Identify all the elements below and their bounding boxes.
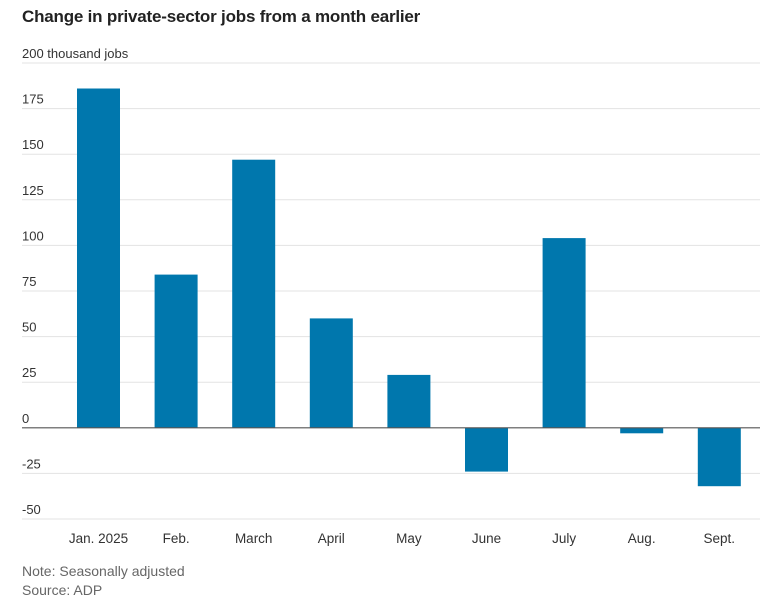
- bar-1: [77, 88, 120, 428]
- bar-5: [387, 374, 431, 428]
- bar-7: [542, 238, 586, 428]
- x-tick-label: Aug.: [628, 531, 656, 546]
- x-tick-label: July: [552, 531, 576, 546]
- y-axis-ticks: 200 thousand jobs 175 150 125 100 75 50 25 0 -25 -…: [22, 46, 129, 517]
- bar-6: [465, 427, 508, 472]
- x-tick-label: June: [472, 531, 501, 546]
- x-tick-label: May: [396, 531, 422, 546]
- y-tick-label: 50: [22, 320, 36, 335]
- x-tick-label: Jan. 2025: [69, 531, 128, 546]
- y-tick-label: 125: [22, 183, 44, 198]
- bar-8: [620, 427, 664, 434]
- bar-2: [154, 274, 198, 428]
- bar-9: [697, 427, 741, 487]
- chart-title: Change in private-sector jobs from a mon…: [22, 7, 421, 26]
- y-tick-label: 150: [22, 137, 44, 152]
- x-tick-label: Feb.: [163, 531, 190, 546]
- chart-footer: Note: Seasonally adjusted Source: ADP: [22, 562, 185, 600]
- y-tick-label: -25: [22, 456, 41, 471]
- x-tick-label: March: [235, 531, 273, 546]
- x-axis-ticks: Jan. 2025 Feb. March April May June July Aug. Se…: [69, 531, 735, 546]
- y-tick-label: 100: [22, 228, 44, 243]
- bar-4: [309, 318, 353, 428]
- bars: [77, 88, 741, 487]
- y-tick-label: 25: [22, 365, 36, 380]
- chart-source: Source: ADP: [22, 582, 103, 598]
- y-tick-label: 175: [22, 92, 44, 107]
- y-tick-label: 0: [22, 411, 29, 426]
- y-tick-label: 200 thousand jobs: [22, 46, 129, 61]
- gridlines: [22, 62, 760, 520]
- x-tick-label: Sept.: [704, 531, 736, 546]
- y-tick-label: 75: [22, 274, 36, 289]
- bar-3: [232, 159, 276, 428]
- chart-note: Note: Seasonally adjusted: [22, 563, 185, 579]
- y-tick-label: -50: [22, 502, 41, 517]
- x-tick-label: April: [318, 531, 345, 546]
